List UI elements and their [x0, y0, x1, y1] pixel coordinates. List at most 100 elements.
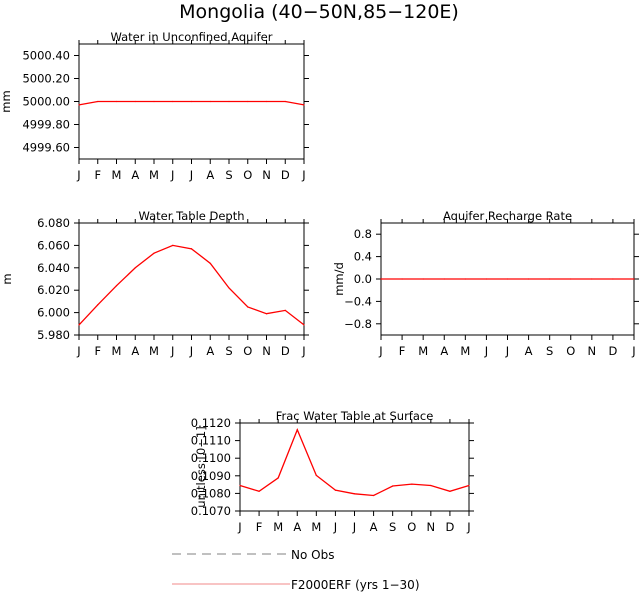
x-tick-label: A: [293, 520, 301, 534]
data-point: [247, 100, 249, 103]
y-tick-label: 0.1100: [191, 451, 231, 465]
y-tick-label: 0.1070: [191, 504, 231, 518]
y-axis-label: m: [0, 273, 14, 284]
x-tick-label: A: [131, 168, 139, 182]
x-tick-label: A: [440, 344, 448, 358]
y-tick-label: 5000.40: [22, 49, 70, 63]
x-tick-label: J: [484, 344, 488, 358]
data-point: [247, 306, 249, 308]
data-point: [172, 244, 174, 246]
x-tick-label: J: [170, 168, 174, 182]
data-point: [78, 104, 80, 106]
y-tick-label: 4999.80: [22, 118, 70, 132]
x-tick-label: F: [256, 520, 263, 534]
data-point: [303, 104, 305, 106]
y-axis-label: mm/d: [332, 262, 346, 296]
x-tick-label: D: [281, 168, 290, 182]
x-tick-label: M: [418, 344, 428, 358]
x-tick-label: M: [273, 520, 283, 534]
panel-title: Frac Water Table at Surface: [276, 409, 434, 423]
x-tick-label: S: [389, 520, 396, 534]
x-tick-label: F: [94, 168, 101, 182]
data-point: [549, 278, 551, 280]
data-point: [353, 493, 356, 495]
data-point: [277, 477, 279, 479]
data-point: [468, 484, 470, 487]
data-point: [265, 100, 268, 103]
series-line-model: [78, 244, 305, 326]
y-tick-label: 6.000: [37, 306, 70, 320]
data-point: [153, 252, 155, 254]
data-point: [134, 100, 136, 103]
y-axis-label: mm: [0, 90, 13, 112]
data-point: [258, 490, 260, 492]
x-tick-label: N: [427, 520, 436, 534]
y-tick-label: −0.8: [344, 317, 372, 331]
data-point: [190, 248, 193, 250]
x-tick-label: O: [243, 168, 252, 182]
x-tick-label: O: [243, 344, 252, 358]
x-tick-label: M: [149, 344, 159, 358]
data-point: [209, 100, 211, 103]
x-tick-label: J: [631, 344, 635, 358]
data-point: [284, 100, 286, 103]
y-tick-label: 5000.00: [22, 95, 70, 109]
y-axis-label: unitless [0−1]: [194, 426, 208, 507]
data-point: [97, 100, 99, 103]
plot-frame: [78, 222, 305, 336]
data-point: [422, 278, 424, 280]
panel-frac-water-table-surface: Frac Water Table at Surface unitless [0−…: [191, 409, 474, 534]
y-tick-label: 6.060: [37, 238, 70, 252]
data-point: [172, 100, 174, 103]
data-point: [449, 490, 451, 492]
series-line-model: [239, 427, 470, 497]
data-point: [209, 262, 211, 264]
data-point: [612, 278, 614, 280]
x-tick-label: J: [237, 520, 241, 534]
legend: No Obs F2000ERF (yrs 1−30): [172, 548, 420, 592]
panel-title: Water Table Depth: [138, 209, 244, 223]
x-tick-label: A: [206, 344, 214, 358]
data-point: [78, 324, 80, 326]
y-tick-label: 0.4: [354, 250, 372, 264]
data-point: [296, 429, 298, 431]
x-tick-label: A: [131, 344, 139, 358]
x-tick-label: J: [76, 168, 80, 182]
data-point: [401, 278, 403, 280]
x-tick-label: J: [301, 344, 305, 358]
y-tick-label: 6.020: [37, 283, 70, 297]
y-tick-label: 0.1120: [191, 416, 231, 430]
data-point: [315, 474, 317, 477]
x-tick-label: F: [94, 344, 101, 358]
y-tick-label: 5.980: [37, 328, 70, 342]
data-point: [443, 278, 445, 280]
x-tick-label: S: [546, 344, 553, 358]
x-tick-label: D: [445, 520, 454, 534]
x-tick-label: J: [352, 520, 356, 534]
y-tick-label: 6.080: [37, 216, 70, 230]
data-point: [190, 100, 193, 103]
data-point: [430, 484, 432, 487]
y-tick-label: 6.040: [37, 261, 70, 275]
data-point: [228, 100, 230, 103]
x-tick-label: A: [525, 344, 533, 358]
x-tick-label: S: [225, 168, 232, 182]
x-tick-label: N: [588, 344, 597, 358]
data-point: [239, 484, 241, 487]
x-tick-label: D: [608, 344, 617, 358]
data-point: [411, 483, 413, 485]
x-tick-label: J: [466, 520, 470, 534]
x-tick-label: J: [76, 344, 80, 358]
panel-title: Water in Unconfined Aquifer: [110, 30, 272, 44]
x-tick-label: N: [262, 168, 271, 182]
x-tick-label: M: [112, 344, 122, 358]
data-point: [380, 278, 382, 280]
x-tick-label: J: [189, 168, 193, 182]
x-tick-label: J: [301, 168, 305, 182]
data-point: [506, 278, 509, 280]
x-tick-label: N: [262, 344, 271, 358]
x-tick-label: M: [112, 168, 122, 182]
